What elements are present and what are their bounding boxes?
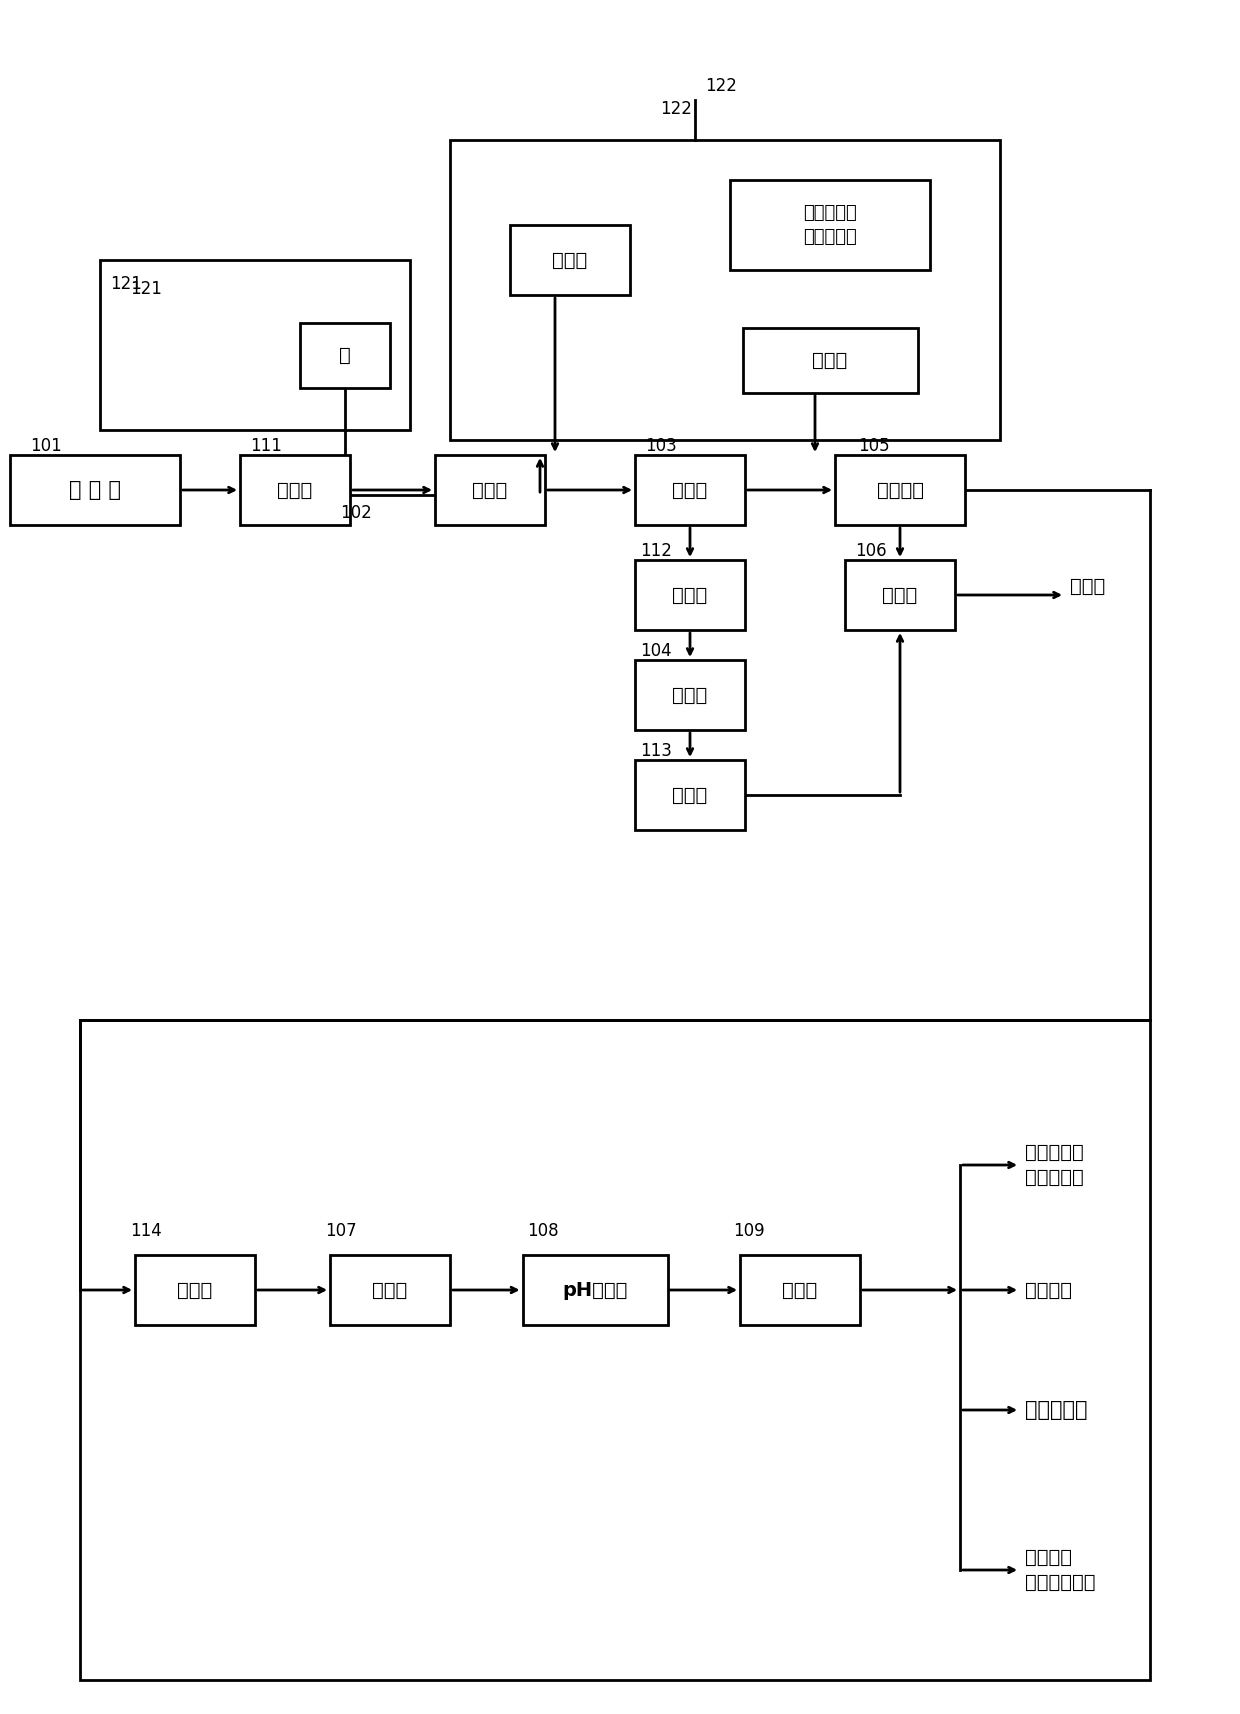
- Bar: [730, 180, 930, 271]
- Bar: [450, 141, 999, 440]
- Text: pH调节器: pH调节器: [562, 1280, 627, 1299]
- Bar: [330, 1255, 450, 1325]
- Text: 泥排放: 泥排放: [1070, 578, 1105, 596]
- Text: 114: 114: [130, 1222, 161, 1239]
- Text: 101: 101: [30, 437, 62, 454]
- Bar: [522, 1255, 667, 1325]
- Text: 中间水筱: 中间水筱: [877, 480, 924, 499]
- Text: 105: 105: [858, 437, 889, 454]
- Text: 113: 113: [640, 742, 672, 759]
- Bar: [635, 560, 745, 631]
- Text: 碱: 碱: [339, 346, 351, 365]
- Text: 排放槽: 排放槽: [782, 1280, 817, 1299]
- Text: 送至后级
深度处理装置: 送至后级 深度处理装置: [1025, 1548, 1095, 1592]
- Bar: [435, 454, 546, 524]
- Text: 酸雾喷淋用: 酸雾喷淋用: [1025, 1400, 1087, 1419]
- Bar: [635, 454, 745, 524]
- Bar: [135, 1255, 255, 1325]
- Text: 冲洗地面: 冲洗地面: [1025, 1280, 1073, 1299]
- Text: 生物沉淠剤
有机沉淠剤: 生物沉淠剤 有机沉淠剤: [804, 204, 857, 245]
- Text: 输送泵: 输送泵: [177, 1280, 212, 1299]
- Text: 103: 103: [645, 437, 677, 454]
- Text: 106: 106: [856, 542, 887, 560]
- Text: 109: 109: [733, 1222, 765, 1239]
- Text: 过滤器: 过滤器: [372, 1280, 408, 1299]
- Text: 122: 122: [706, 77, 737, 94]
- Text: 输送泵: 输送泵: [278, 480, 312, 499]
- Bar: [635, 759, 745, 830]
- Text: 沉淠槽: 沉淠槽: [672, 480, 708, 499]
- Bar: [743, 327, 918, 393]
- Bar: [10, 454, 180, 524]
- Text: 不达标水回
废水集水槽: 不达标水回 废水集水槽: [1025, 1143, 1084, 1188]
- Bar: [81, 1020, 1149, 1680]
- Text: 集 水 槽: 集 水 槽: [69, 480, 122, 500]
- Bar: [100, 261, 410, 430]
- Text: 污泥槽: 污泥槽: [672, 686, 708, 704]
- Text: 104: 104: [640, 643, 672, 660]
- Text: 121: 121: [130, 279, 162, 298]
- Text: 助凝剤: 助凝剤: [552, 250, 588, 269]
- Bar: [835, 454, 965, 524]
- Text: 121: 121: [110, 274, 141, 293]
- Text: 絮凝剤: 絮凝剤: [812, 350, 848, 370]
- Bar: [844, 560, 955, 631]
- Text: 122: 122: [660, 99, 692, 118]
- Text: 107: 107: [325, 1222, 357, 1239]
- Bar: [300, 322, 391, 387]
- Text: 108: 108: [527, 1222, 559, 1239]
- Text: 输送泵: 输送泵: [672, 785, 708, 804]
- Text: 压滤机: 压滤机: [883, 586, 918, 605]
- Bar: [510, 225, 630, 295]
- Text: 112: 112: [640, 542, 672, 560]
- Bar: [635, 660, 745, 730]
- Bar: [740, 1255, 861, 1325]
- Text: 输送泵: 输送泵: [672, 586, 708, 605]
- Text: 反应槽: 反应槽: [472, 480, 507, 499]
- Text: 102: 102: [340, 504, 372, 523]
- Text: 111: 111: [250, 437, 281, 454]
- Bar: [241, 454, 350, 524]
